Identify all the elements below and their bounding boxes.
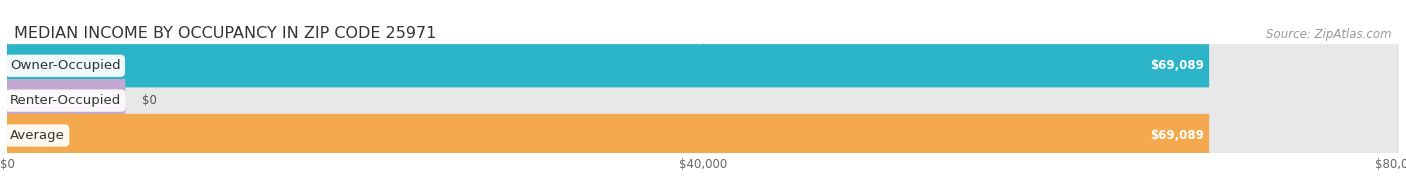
Text: $69,089: $69,089	[1150, 59, 1204, 72]
Text: $69,089: $69,089	[1150, 129, 1204, 142]
Text: $0: $0	[142, 94, 157, 107]
FancyBboxPatch shape	[7, 114, 1209, 157]
FancyBboxPatch shape	[7, 79, 1399, 122]
Text: Owner-Occupied: Owner-Occupied	[10, 59, 121, 72]
FancyBboxPatch shape	[7, 44, 1399, 87]
Text: MEDIAN INCOME BY OCCUPANCY IN ZIP CODE 25971: MEDIAN INCOME BY OCCUPANCY IN ZIP CODE 2…	[14, 26, 436, 41]
Text: Average: Average	[10, 129, 65, 142]
Text: Renter-Occupied: Renter-Occupied	[10, 94, 121, 107]
FancyBboxPatch shape	[7, 114, 1399, 157]
Text: Source: ZipAtlas.com: Source: ZipAtlas.com	[1267, 28, 1392, 41]
FancyBboxPatch shape	[7, 44, 1209, 87]
FancyBboxPatch shape	[7, 79, 125, 122]
